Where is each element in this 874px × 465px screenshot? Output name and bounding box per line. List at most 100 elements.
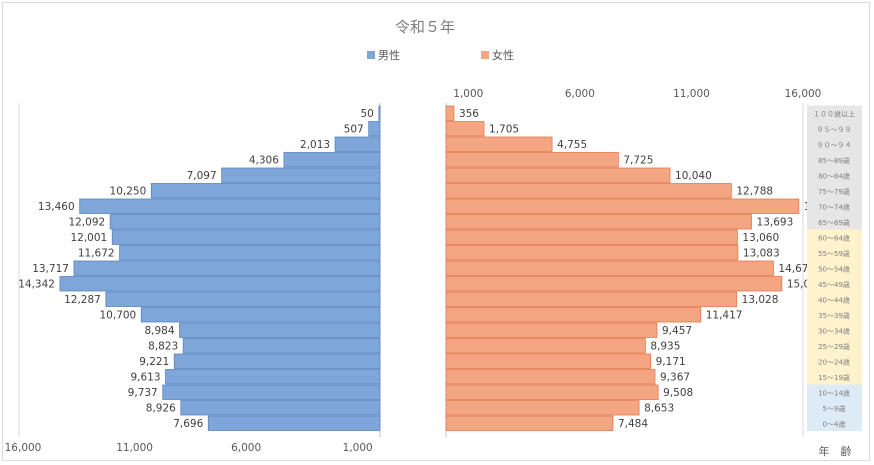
age-category-label: 25～29歳	[818, 342, 850, 351]
male-x-axis-ticks: 1,000 6,000 11,000 16,000	[5, 442, 373, 454]
female-value-label: 9,367	[660, 372, 690, 384]
female-bar	[445, 276, 783, 292]
age-category-label: 60～64歳	[818, 234, 850, 243]
female-x-tick-label: 6,000	[565, 88, 595, 100]
male-bar	[180, 400, 381, 416]
age-category-label: 5～9歳	[823, 404, 846, 413]
age-category-label: １００歳以上	[813, 110, 855, 119]
chart-title: 令和５年	[395, 18, 455, 36]
age-band-background	[807, 276, 862, 292]
age-band-background	[807, 291, 862, 307]
male-value-label: 9,737	[128, 387, 158, 399]
age-band-background	[807, 183, 862, 199]
legend-swatch-male	[367, 51, 375, 59]
age-band-background	[807, 214, 862, 230]
age-category-label: 65～69歳	[818, 218, 850, 227]
male-bar	[162, 384, 381, 400]
female-x-tick-label: 11,000	[673, 88, 710, 100]
population-pyramid: 令和５年 男性 女性 50 507 2,013 4,306 7,097 10,250 13,…	[5, 18, 862, 458]
female-value-label: 8,653	[644, 403, 674, 415]
age-category-label: 75～79歳	[818, 187, 850, 196]
female-value-label: 1,705	[489, 124, 519, 136]
legend-label-female: 女性	[492, 48, 514, 62]
female-value-label: 13,083	[743, 248, 780, 260]
male-value-label: 12,001	[70, 232, 107, 244]
female-bar	[445, 291, 738, 307]
male-value-label: 13,717	[32, 263, 69, 275]
age-category-label: 80～84歳	[818, 172, 850, 181]
female-value-label: 356	[459, 108, 479, 120]
female-x-tick-label: 1,000	[453, 88, 483, 100]
male-value-labels: 50 507 2,013 4,306 7,097 10,250 13,460 12,092 12…	[18, 108, 374, 430]
female-value-label: 14,674	[778, 263, 815, 275]
female-value-label: 13,060	[742, 232, 779, 244]
female-value-label: 9,171	[656, 356, 686, 368]
age-category-label: 15～19歳	[818, 373, 850, 382]
male-bar	[119, 245, 381, 261]
male-bars	[59, 105, 381, 431]
male-bar	[79, 198, 381, 214]
age-band-background	[807, 384, 862, 400]
female-value-label: 4,755	[557, 139, 587, 151]
male-value-label: 9,613	[130, 372, 160, 384]
age-category-label: ９０～９４	[817, 142, 852, 150]
female-bar	[445, 214, 752, 230]
female-bar	[445, 415, 614, 431]
female-value-label: 10,040	[675, 170, 712, 182]
age-category-label: 70～74歳	[818, 203, 850, 212]
male-value-label: 12,287	[64, 294, 101, 306]
age-band-background	[807, 121, 862, 137]
age-category-label: 20～24歳	[818, 358, 850, 367]
female-bar	[445, 198, 800, 214]
male-x-tick-label: 1,000	[343, 442, 373, 454]
age-category-label: 0～4歳	[823, 420, 846, 429]
female-bar	[445, 400, 640, 416]
age-band-background	[807, 415, 862, 431]
age-category-label: 10～14歳	[818, 389, 850, 398]
age-band-background	[807, 322, 862, 338]
male-value-label: 7,696	[173, 418, 203, 430]
male-x-tick-label: 16,000	[5, 442, 42, 454]
female-value-label: 8,935	[650, 341, 680, 353]
male-x-tick-label: 11,000	[116, 442, 153, 454]
age-category-label: 40～44歳	[818, 296, 850, 305]
male-bar	[179, 322, 381, 338]
male-value-label: 10,250	[110, 186, 147, 198]
female-value-label: 13,028	[742, 294, 779, 306]
age-category-label: 50～54歳	[818, 265, 850, 274]
female-bar	[445, 338, 646, 354]
age-band-background	[807, 229, 862, 245]
male-bar	[109, 214, 381, 230]
female-bar	[445, 105, 455, 121]
age-band-background	[807, 105, 862, 121]
female-bar	[445, 245, 739, 261]
age-band-background	[807, 167, 862, 183]
age-axis-title: 年 齢	[819, 444, 852, 458]
female-value-label: 9,508	[663, 387, 693, 399]
male-bar	[378, 105, 381, 121]
male-bar	[207, 415, 381, 431]
female-bar	[445, 183, 732, 199]
female-value-label: 9,457	[662, 325, 692, 337]
female-bar	[445, 307, 702, 323]
age-category-label: 55～59歳	[818, 249, 850, 258]
male-value-label: 2,013	[300, 139, 330, 151]
male-x-tick-label: 6,000	[231, 442, 261, 454]
male-value-label: 13,460	[38, 201, 75, 213]
female-bar	[445, 229, 738, 245]
female-bar	[445, 167, 671, 183]
male-bar	[165, 369, 381, 385]
age-band-background	[807, 198, 862, 214]
legend: 男性 女性	[367, 48, 514, 62]
male-value-label: 14,342	[18, 279, 55, 291]
age-category-label: 30～34歳	[818, 327, 850, 336]
female-value-label: 7,725	[623, 155, 653, 167]
age-band-background	[807, 400, 862, 416]
male-value-label: 11,672	[78, 248, 115, 260]
female-bar	[445, 322, 658, 338]
male-bar	[140, 307, 381, 323]
female-value-label: 13,693	[757, 217, 794, 229]
age-band-background	[807, 136, 862, 152]
legend-swatch-female	[481, 51, 489, 59]
